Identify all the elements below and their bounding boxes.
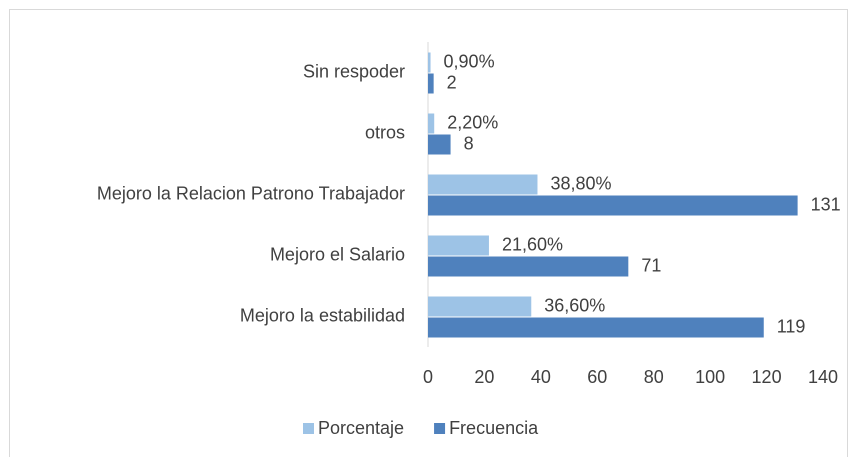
data-label: 2,20%	[447, 112, 498, 132]
legend-swatch	[303, 423, 314, 434]
data-label: 21,60%	[502, 234, 563, 254]
x-tick-label: 80	[644, 367, 664, 387]
data-label: 8	[464, 133, 474, 153]
data-label: 2	[447, 72, 457, 92]
y-tick-label: Mejoro el Salario	[270, 244, 405, 264]
y-tick-label: Sin respoder	[303, 61, 405, 81]
data-label: 0,90%	[444, 51, 495, 71]
x-tick-label: 140	[808, 367, 838, 387]
legend-swatch	[434, 423, 446, 434]
x-tick-label: 40	[531, 367, 551, 387]
x-tick-label: 120	[752, 367, 782, 387]
legend-label: Frecuencia	[449, 418, 539, 438]
bar	[428, 317, 764, 338]
x-tick-label: 20	[474, 367, 494, 387]
bar	[428, 296, 532, 317]
data-label: 36,60%	[544, 295, 605, 315]
data-label: 71	[641, 255, 661, 275]
bar	[428, 134, 451, 155]
data-label: 38,80%	[550, 173, 611, 193]
bar	[428, 113, 435, 134]
legend-label: Porcentaje	[318, 418, 404, 438]
x-tick-label: 100	[695, 367, 725, 387]
data-label: 119	[777, 316, 806, 336]
y-tick-label: Mejoro la Relacion Patrono Trabajador	[97, 183, 405, 203]
bar	[428, 174, 538, 195]
bar	[428, 52, 431, 73]
data-label: 131	[811, 194, 841, 214]
bar	[428, 195, 798, 216]
y-tick-label: Mejoro la estabilidad	[240, 305, 405, 325]
bar	[428, 73, 434, 94]
x-tick-label: 0	[423, 367, 433, 387]
bar	[428, 256, 629, 277]
bar	[428, 235, 489, 256]
x-tick-label: 60	[587, 367, 607, 387]
y-tick-label: otros	[365, 122, 405, 142]
